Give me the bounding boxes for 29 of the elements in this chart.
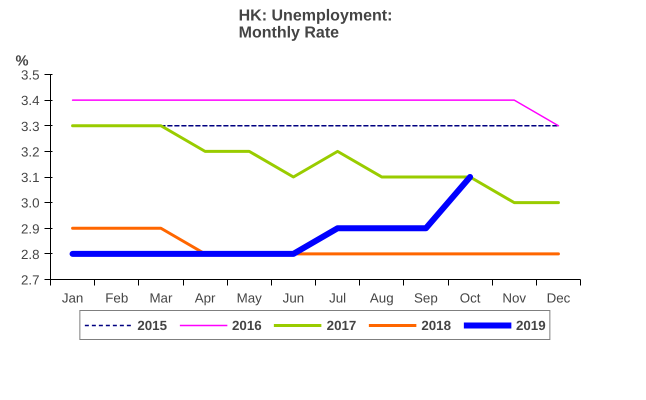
x-tick-label: Jan	[62, 290, 84, 306]
y-tick-label: 3.3	[20, 118, 40, 134]
y-tick-label: 3.0	[20, 196, 40, 211]
x-tick-label: Sep	[414, 290, 438, 306]
legend-label: 2017	[326, 318, 356, 332]
line-series	[71, 124, 560, 204]
y-tick-label: 2.9	[20, 221, 40, 236]
x-tick-label: May	[236, 290, 262, 306]
y-tick-label: 3.1	[20, 170, 40, 185]
legend-label: 2018	[421, 318, 451, 332]
legend-label: 2015	[137, 318, 168, 332]
y-tick-label: 3.5	[20, 68, 40, 82]
chart-title: HK: Unemployment: Monthly Rate	[238, 8, 392, 42]
y-tick-label: 3.4	[20, 93, 40, 108]
legend-label: 2019	[516, 318, 546, 332]
y-axis-title: %	[16, 54, 29, 70]
legend-label: 2016	[232, 318, 262, 332]
x-tick-label: Jul	[329, 290, 346, 306]
y-tick-label: 2.8	[20, 246, 40, 262]
x-tick-label: Oct	[460, 290, 481, 306]
y-tick-label: 2.7	[20, 272, 40, 288]
x-tick-label: Apr	[194, 290, 216, 306]
y-tick-label: 3.2	[20, 144, 40, 160]
x-tick-label: Dec	[546, 290, 571, 306]
x-tick-label: Jun	[282, 290, 304, 306]
x-tick-label: Aug	[370, 290, 394, 306]
x-tick-label: Nov	[502, 290, 526, 306]
x-tick-label: Feb	[105, 290, 128, 306]
x-tick-label: Mar	[149, 290, 173, 306]
